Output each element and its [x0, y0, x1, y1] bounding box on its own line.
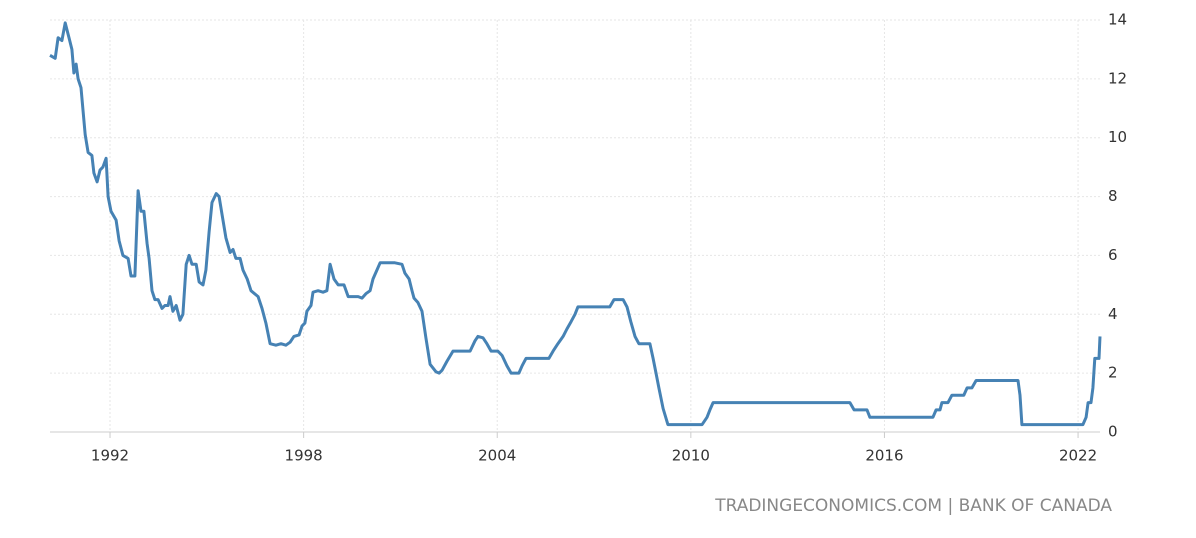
- y-tick-label: 0: [1108, 423, 1118, 441]
- y-tick-label: 2: [1108, 364, 1118, 382]
- x-tick-label: 1992: [91, 447, 129, 465]
- x-tick-label: 2022: [1059, 447, 1097, 465]
- source: TRADINGECONOMICS.COM | BANK OF CANADA: [714, 496, 1112, 516]
- y-tick-label: 10: [1108, 128, 1127, 146]
- y-tick-label: 6: [1108, 246, 1118, 264]
- x-tick-label: 2010: [672, 447, 710, 465]
- x-tick-label: 1998: [285, 447, 323, 465]
- x-tick-label: 2016: [865, 447, 903, 465]
- y-tick-label: 12: [1108, 69, 1127, 87]
- x-tick-label: 2004: [478, 447, 516, 465]
- y-tick-label: 4: [1108, 305, 1118, 323]
- y-tick-label: 8: [1108, 187, 1118, 205]
- line: [49, 21, 1102, 427]
- y-tick-label: 14: [1108, 11, 1127, 29]
